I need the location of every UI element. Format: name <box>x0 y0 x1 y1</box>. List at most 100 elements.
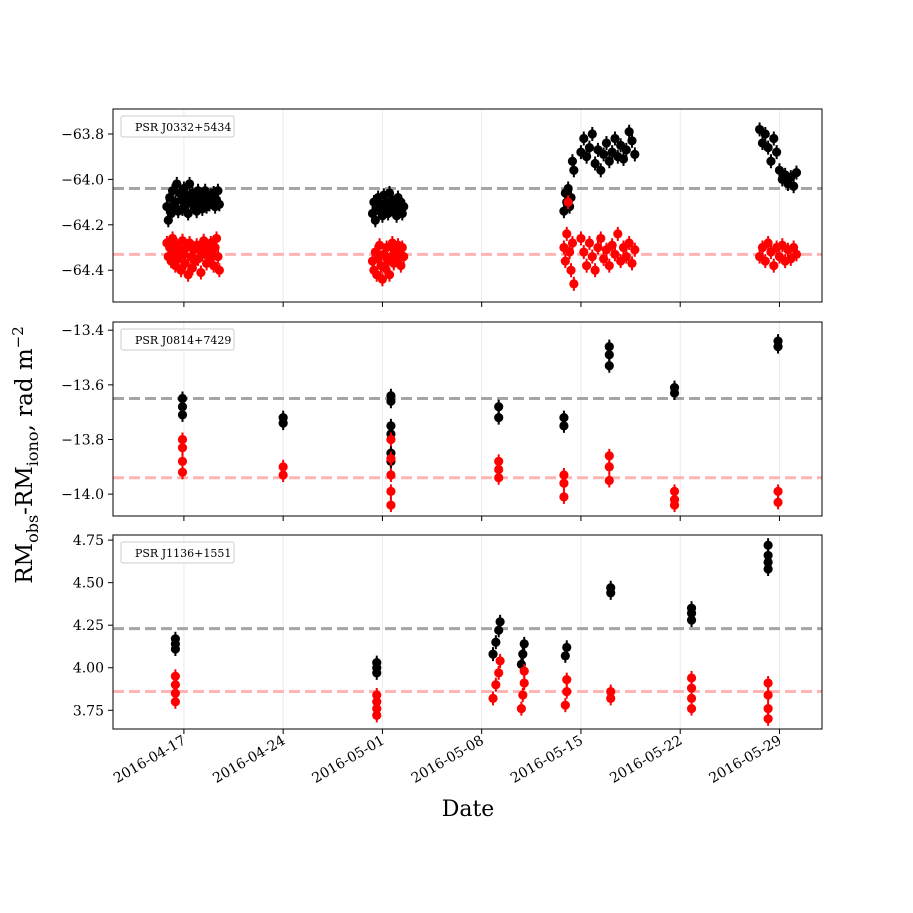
data-point-red <box>397 242 407 253</box>
data-point-black <box>370 215 380 225</box>
y-axis-label: RMobs-RMiono, rad m−2 <box>9 326 42 584</box>
data-point-black <box>562 642 572 652</box>
data-point-red <box>386 434 396 445</box>
data-point-red <box>177 443 188 453</box>
data-point-red <box>686 703 697 714</box>
y-tick-label: −64.2 <box>61 218 104 234</box>
data-point-red <box>590 265 600 275</box>
data-point-red <box>386 454 396 464</box>
data-point-black <box>627 136 637 146</box>
data-point-black <box>386 421 396 431</box>
data-point-red <box>213 251 223 262</box>
data-point-red <box>763 690 773 700</box>
data-point-black <box>278 418 288 428</box>
data-point-black <box>769 133 779 144</box>
panel-frame <box>112 534 823 730</box>
panel-2: −14.0 −13.8 −13.6 −13.4 PSR J0814+7429 <box>61 321 823 521</box>
data-point-red <box>566 265 576 275</box>
legend: PSR J0332+5434 <box>120 115 235 138</box>
data-point-red <box>183 270 193 280</box>
legend: PSR J0814+7429 <box>120 328 235 351</box>
legend-label: PSR J0332+5434 <box>135 121 231 134</box>
data-point-red <box>399 251 409 262</box>
data-point-red <box>669 500 680 510</box>
data-point-red <box>196 267 206 278</box>
data-point-red <box>374 240 385 250</box>
data-points <box>177 334 783 513</box>
y-label-exponent: −2 <box>9 326 27 348</box>
y-tick-label: −64.0 <box>61 172 104 188</box>
data-point-red <box>278 462 288 472</box>
data-points <box>170 538 773 726</box>
data-point-black <box>669 388 680 398</box>
data-point-black <box>519 639 529 649</box>
data-point-red <box>177 434 188 445</box>
data-point-black <box>372 658 382 668</box>
data-point-red <box>562 229 572 239</box>
y-tick-label: −14.0 <box>61 487 104 503</box>
data-point-red <box>604 475 614 486</box>
data-point-red <box>584 238 595 248</box>
legend-label: PSR J0814+7429 <box>135 334 231 347</box>
legend-box <box>120 115 235 138</box>
y-label-rm2: -RM <box>12 466 38 515</box>
data-point-red <box>386 470 396 480</box>
y-tick-label: 3.75 <box>73 703 104 719</box>
data-point-red <box>791 249 802 259</box>
data-point-black <box>587 129 597 139</box>
data-point-red <box>579 247 589 257</box>
data-point-black <box>773 341 783 352</box>
data-point-red <box>613 229 623 239</box>
data-point-black <box>177 393 188 404</box>
data-point-black <box>183 208 193 219</box>
data-point-red <box>627 258 637 268</box>
data-point-black <box>488 649 498 659</box>
panel-frame <box>112 321 823 517</box>
data-point-red <box>170 697 180 707</box>
data-point-black <box>599 149 609 160</box>
data-point-red <box>582 261 592 271</box>
data-point-red <box>567 238 578 248</box>
panel-3: 3.75 4.00 4.25 4.50 4.75 PSR J1136+1551 <box>73 533 823 734</box>
x-axis-ticks: 2016-04-17 2016-04-24 2016-05-01 2016-05-08… <box>111 733 784 787</box>
legend: PSR J1136+1551 <box>120 541 235 564</box>
data-point-red <box>519 666 529 676</box>
data-point-black <box>610 133 620 144</box>
data-point-red <box>563 197 573 207</box>
data-point-black <box>214 199 224 209</box>
data-point-black <box>494 402 504 412</box>
data-point-black <box>399 202 409 212</box>
data-point-red <box>377 274 388 284</box>
data-point-red <box>686 693 697 703</box>
data-point-red <box>170 680 180 690</box>
data-point-red <box>576 233 586 244</box>
data-point-red <box>386 486 396 497</box>
x-tick-label: 2016-04-24 <box>210 733 288 787</box>
data-point-red <box>386 500 396 510</box>
data-point-red <box>278 470 288 480</box>
y-tick-label: −64.4 <box>61 263 104 279</box>
data-point-black <box>213 186 223 196</box>
data-point-black <box>559 413 569 423</box>
x-tick-label: 2016-05-08 <box>409 733 487 787</box>
data-point-red <box>559 470 569 480</box>
data-point-red <box>559 492 569 502</box>
data-point-red <box>494 473 504 483</box>
y-tick-label: −13.4 <box>61 323 104 339</box>
y-label-sub-iono: iono <box>23 432 42 467</box>
panel-frame <box>112 108 823 303</box>
data-point-black <box>606 583 616 593</box>
y-label-units: , rad m <box>12 348 38 431</box>
data-point-red <box>773 486 783 497</box>
data-point-black <box>763 143 773 153</box>
data-point-black <box>760 129 770 139</box>
data-point-red <box>763 703 773 714</box>
data-point-red <box>177 456 188 466</box>
data-point-black <box>772 147 782 157</box>
panels: −64.4−64.2−64.0−63.8 PSR J0332+5434−14.0−… <box>61 108 823 734</box>
data-point-red <box>177 236 188 246</box>
data-point-black <box>567 156 578 166</box>
data-point-red <box>199 236 209 246</box>
data-point-red <box>624 238 634 248</box>
data-point-red <box>604 451 614 461</box>
